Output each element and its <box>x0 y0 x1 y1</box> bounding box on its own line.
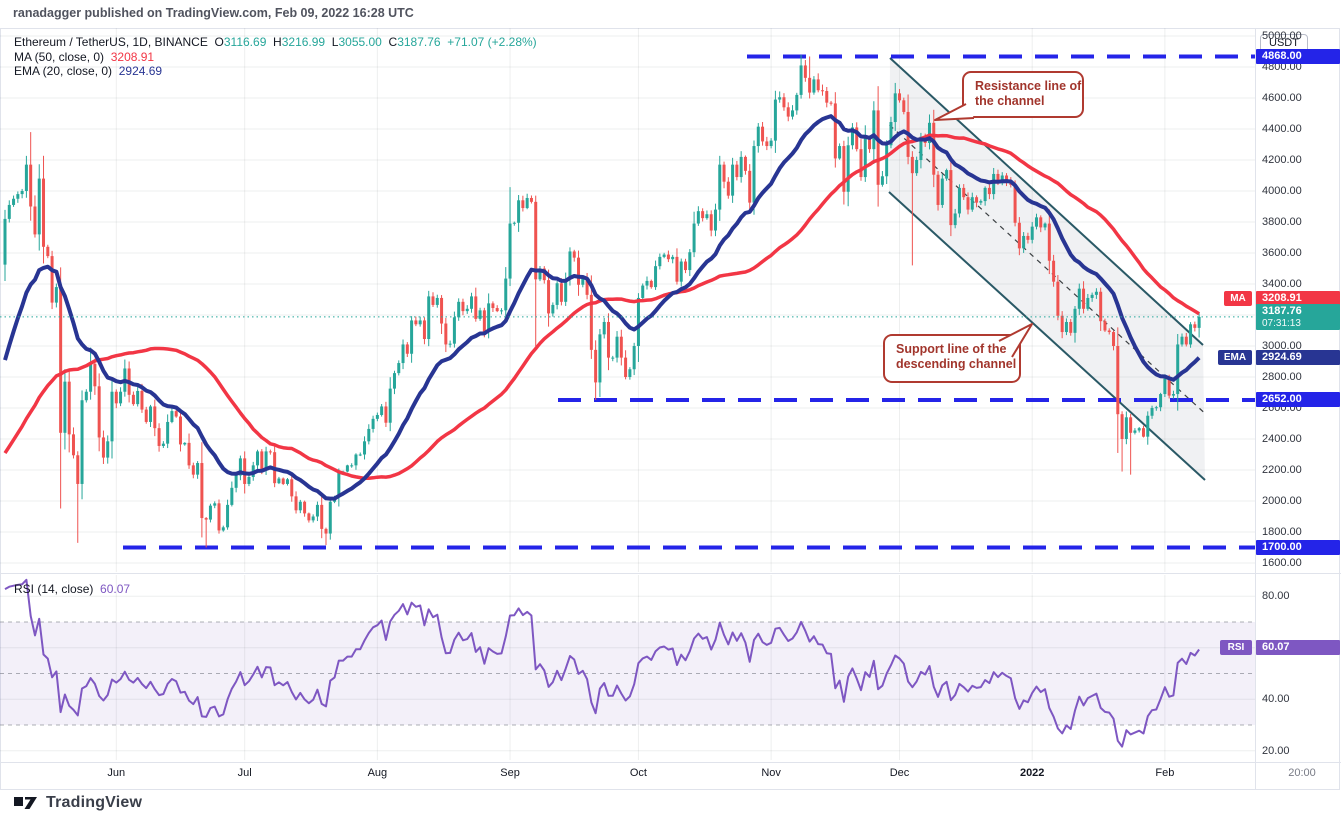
time-axis-border <box>0 762 1341 763</box>
channel-support-line[interactable] <box>888 191 1206 481</box>
brand-name: TradingView <box>46 794 143 811</box>
rsi-line[interactable] <box>4 578 1200 748</box>
price-axis-border <box>1255 28 1256 790</box>
descending-channel[interactable] <box>888 57 1206 481</box>
callout-text: descending channel <box>896 357 1016 371</box>
pane-separator[interactable] <box>0 573 1341 574</box>
channel-resistance-line[interactable] <box>889 57 1204 346</box>
ohlc-low: L3055.00 <box>331 35 382 49</box>
ema-20-line[interactable] <box>3 114 1201 501</box>
ema-legend-row[interactable]: EMA (20, close, 0) 2924.69 <box>14 64 163 78</box>
rsi-pane[interactable] <box>0 575 1255 760</box>
rsi-value: 60.07 <box>100 582 131 596</box>
symbol-legend-row[interactable]: Ethereum / TetherUS, 1D, BINANCE O3116.6… <box>14 35 537 50</box>
ma-legend-row[interactable]: MA (50, close, 0) 3208.91 <box>14 49 155 64</box>
chart-frame <box>0 28 1340 790</box>
chart-legend: Ethereum / TetherUS, 1D, BINANCE O3116.6… <box>14 35 537 79</box>
publish-header: ranadagger published on TradingView.com,… <box>13 6 414 20</box>
tradingview-mark-icon <box>14 797 37 809</box>
currency-unit-badge[interactable]: USDT <box>1260 34 1308 53</box>
callout-text: Resistance line of <box>975 79 1082 93</box>
rsi-legend-row[interactable]: RSI (14, close) 60.07 <box>14 582 131 596</box>
channel-median-line[interactable] <box>889 124 1205 413</box>
ohlc-open: O3116.69 <box>214 35 267 49</box>
tradingview-logo[interactable]: TradingView <box>14 794 142 812</box>
callout-text: the channel <box>975 94 1044 108</box>
ema-value: 2924.69 <box>118 64 163 78</box>
change-value: +71.07 (+2.28%) <box>447 35 537 49</box>
symbol-title: Ethereum / TetherUS, 1D, BINANCE <box>14 35 208 49</box>
price-gridlines <box>0 28 1255 572</box>
ma-value: 3208.91 <box>110 49 155 64</box>
ohlc-high: H3216.99 <box>273 35 326 49</box>
ohlc-close: C3187.76 <box>388 35 441 49</box>
callout-text: Support line of the <box>896 342 1006 356</box>
price-levels[interactable] <box>123 54 1255 550</box>
